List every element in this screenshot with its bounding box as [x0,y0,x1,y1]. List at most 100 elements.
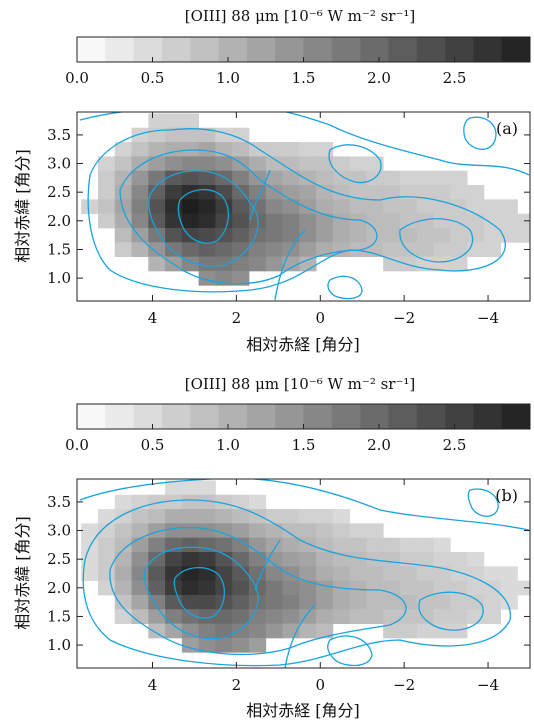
heatmap-cell [131,537,149,553]
heatmap-cell [282,552,300,567]
colorbar-ticks-a: 0.0 0.5 1.0 1.5 2.0 2.5 [65,57,466,87]
heatmap-cell [198,623,216,639]
heatmap-cell [215,185,233,200]
heatmap-cell [181,509,200,524]
heatmap-cell [181,609,200,625]
heatmap-cell [148,113,166,129]
colorbar-step [445,37,474,62]
heatmap-cell [433,227,451,243]
x-tick-label: −4 [477,676,499,694]
axis-ticks-b: 4 2 0 −2 −4 1.0 1.5 2.0 2.5 3.0 3.5 [47,479,530,694]
heatmap-cell [299,609,317,625]
x-tick-label: −2 [393,309,415,327]
heatmap-cell [198,170,216,186]
heatmap-cell [282,199,300,215]
heatmap-cell [383,227,401,243]
heatmap-cell [81,537,99,553]
heatmap-cell [416,213,434,229]
heatmap-cell [399,256,418,272]
heatmap-cell [467,213,485,229]
heatmap-cell [332,156,351,172]
heatmap-cell [198,199,216,215]
heatmap-cell [215,156,233,172]
heatmap-cell [131,199,149,215]
heatmap-cell [483,242,502,258]
heatmap-cell [366,552,384,567]
heatmap-cell [114,213,132,229]
colorbar-ticks-b: 0.0 0.5 1.0 1.5 2.0 2.5 [65,424,466,454]
colorbar-tick-label: 2.5 [443,436,467,454]
heatmap-cell [97,185,116,200]
heatmap-cell [114,552,132,567]
heatmap-cell [165,142,183,157]
colorbar-step [190,37,219,62]
heatmap-cell [416,227,434,243]
heatmap-cell [500,199,518,215]
heatmap-cell [198,142,216,157]
heatmap-cell [383,594,401,610]
heatmap-cell [131,580,149,596]
heatmap-cell [433,185,451,200]
heatmap-cell [148,142,166,157]
heatmap-cell [332,227,351,243]
heatmap-cell [316,170,334,186]
heatmap-cell [383,213,401,229]
heatmap-cell [148,185,166,200]
heatmap-cell [399,566,418,582]
heatmap-cell [97,523,116,539]
heatmap-cell [232,170,250,186]
heatmap-cell [165,127,183,143]
heatmap-cell [366,242,384,258]
heatmap-cell [81,566,99,582]
heatmap-cell [433,594,451,610]
heatmap-cell [399,537,418,553]
heatmap-cell [181,523,200,539]
contour-a-6 [328,144,382,184]
heatmap-cell [215,256,233,272]
heatmap-cell [399,580,418,596]
heatmap-cell [165,552,183,567]
heatmap-cell [114,227,132,243]
heatmap-cell [316,227,334,243]
heatmap-cell [316,199,334,215]
heatmap-cell [366,609,384,625]
heatmap-cell [181,199,200,215]
heatmap-cell [500,566,518,582]
heatmap-cell [181,242,200,258]
heatmap-cell [399,227,418,243]
colorbar-tick-label: 0.5 [141,69,165,87]
heatmap-cell [148,242,166,258]
panel-a: [OIII] 88 μm [10⁻⁶ W m⁻² sr⁻¹] 0.0 0.5 1.0… [13,7,531,354]
heatmap-cell [148,523,166,539]
heatmap-cell [148,213,166,229]
heatmap-cell [215,494,233,510]
heatmap-cell [299,213,317,229]
heatmap-cell [148,509,166,524]
heatmap-cell [399,185,418,200]
heatmap-cell [416,242,434,258]
colorbar-step [360,404,389,429]
heatmap-cell [248,623,267,639]
heatmap-cell [450,256,468,272]
colorbar-a [77,37,531,62]
heatmap-cell [131,213,149,229]
heatmap-cell [467,199,485,215]
heatmap-cell [232,580,250,596]
heatmap-cell [517,227,530,243]
x-tick-label: 0 [316,676,326,694]
colorbar-tick-label: 1.5 [292,436,316,454]
heatmap-cell [299,156,317,172]
heatmap-cell [114,185,132,200]
heatmap-cell [198,480,216,496]
heatmap-cell [467,185,485,200]
heatmap-cell [248,156,267,172]
heatmap-cell [366,566,384,582]
heatmap-cell [332,609,351,625]
heatmap-cell [248,227,267,243]
colorbar-step [133,37,163,62]
contour-b-9 [254,539,316,668]
heatmap-cell [248,509,267,524]
heatmap-cell [383,185,401,200]
heatmap-cell [265,242,283,258]
heatmap-cell [450,566,468,582]
